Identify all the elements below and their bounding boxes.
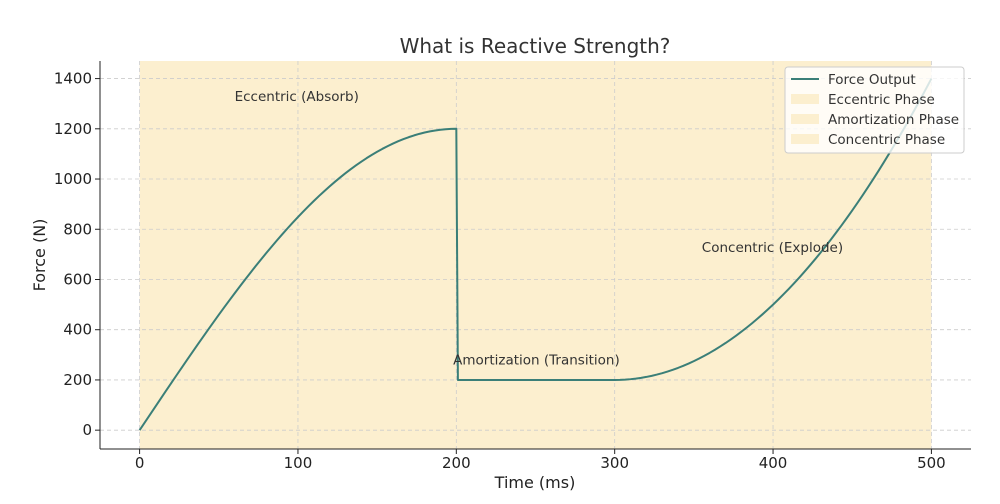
chart-title: What is Reactive Strength? [400, 34, 671, 58]
annotations: Eccentric (Absorb) Amortization (Transiti… [235, 89, 844, 368]
tick-labels: 0 100 200 300 400 500 0 200 400 600 800 1000 1200 140… [54, 70, 946, 472]
y-tick-label: 800 [63, 220, 92, 238]
legend-swatch-phase [791, 94, 819, 104]
legend-swatch-phase [791, 134, 819, 144]
legend-swatch-phase [791, 114, 819, 124]
y-tick-label: 1000 [54, 170, 92, 188]
x-tick-label: 0 [135, 454, 145, 472]
y-tick-label: 600 [63, 270, 92, 288]
legend-entry: Amortization Phase [828, 112, 959, 128]
axes [99, 61, 971, 450]
annotation-1: Eccentric (Absorb) [235, 89, 359, 105]
y-tick-label: 1400 [54, 70, 92, 88]
x-tick-label: 500 [917, 454, 946, 472]
y-tick-label: 200 [63, 371, 92, 389]
legend-entry: Concentric Phase [828, 132, 945, 148]
annotation-3: Concentric (Explode) [702, 240, 843, 256]
y-tick-label: 400 [63, 321, 92, 339]
phase-band-2 [456, 61, 615, 449]
y-tick-label: 1200 [54, 120, 92, 138]
x-tick-label: 300 [600, 454, 629, 472]
y-axis-label: Force (N) [30, 219, 49, 292]
series-force-output [138, 78, 933, 431]
legend: Force Output Eccentric Phase Amortization … [784, 66, 965, 154]
legend-box [784, 66, 965, 154]
annotation-2: Amortization (Transition) [453, 352, 620, 368]
legend-entry: Force Output [828, 72, 916, 88]
x-axis-label: Time (ms) [494, 473, 576, 492]
y-tick-label: 0 [82, 421, 92, 439]
x-tick-label: 100 [284, 454, 313, 472]
legend-entry: Eccentric Phase [828, 92, 935, 108]
x-tick-label: 400 [759, 454, 788, 472]
x-tick-label: 200 [442, 454, 471, 472]
force-output-line [138, 78, 933, 431]
